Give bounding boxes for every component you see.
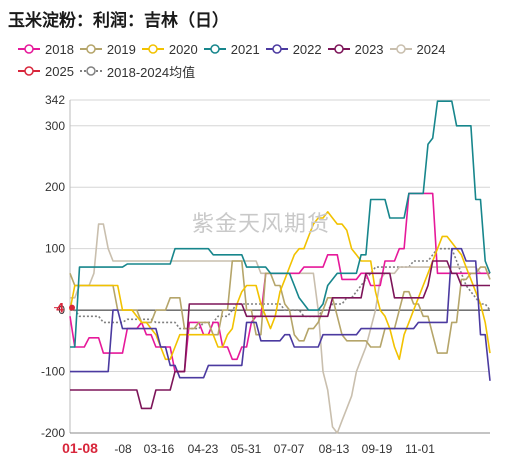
legend-label: 2020: [168, 41, 198, 57]
x-tick-label: 11-01: [405, 442, 435, 456]
legend-item-2018-2024均值[interactable]: 2018-2024均值: [79, 60, 196, 82]
y-tick-label: 100: [45, 242, 65, 256]
chart-legend: 2018 2019 2020 2021 2022 2023 2024 2025 2018-202…: [18, 38, 513, 82]
y-tick-label: 0: [58, 303, 65, 317]
legend-swatch: [79, 66, 102, 76]
legend-label: 2021: [230, 41, 260, 57]
legend-label: 2018-2024均值: [106, 64, 196, 80]
y-tick-label: -200: [41, 426, 65, 440]
x-tick-label: 03-16: [144, 442, 175, 456]
series-2025-point: [69, 304, 75, 311]
x-tick-label: 09-19: [362, 442, 393, 456]
legend-item-2020[interactable]: 2020: [141, 38, 198, 60]
series-line-2019: [69, 260, 491, 354]
watermark-text: 紫金天风期货: [192, 211, 331, 236]
x-tick-label: -08: [114, 442, 132, 456]
legend-item-2019[interactable]: 2019: [79, 38, 136, 60]
chart-title: 玉米淀粉：利润：吉林（日）: [8, 11, 229, 30]
legend-swatch: [389, 44, 412, 54]
y-tick-label: -100: [41, 365, 65, 379]
legend-item-2025[interactable]: 2025: [18, 60, 74, 82]
y-tick-label: 300: [45, 119, 65, 133]
legend-label: 2025: [45, 63, 74, 79]
legend-swatch: [327, 44, 350, 54]
series-line-2023: [70, 260, 490, 410]
legend-swatch: [18, 66, 40, 76]
x-tick-label: 08-13: [319, 442, 350, 456]
legend-swatch: [203, 44, 226, 54]
x-tick-label: 01-08: [62, 440, 98, 456]
legend-label: 2024: [416, 41, 446, 57]
legend-label: 2023: [354, 41, 384, 57]
legend-swatch: [79, 44, 102, 54]
legend-item-2021[interactable]: 2021: [203, 38, 260, 60]
x-tick-label: 05-31: [231, 442, 262, 456]
legend-swatch: [265, 44, 288, 54]
legend-item-2018[interactable]: 2018: [18, 38, 74, 60]
y-tick-label: 200: [45, 180, 65, 194]
last-value-label: 4: [56, 300, 64, 316]
legend-item-2023[interactable]: 2023: [327, 38, 384, 60]
series-line-2020: [69, 211, 491, 361]
x-tick-label: 07-07: [274, 442, 305, 456]
legend-swatch: [18, 44, 40, 54]
y-tick-label: 342: [45, 93, 65, 107]
legend-label: 2022: [292, 41, 322, 57]
series-line-2022: [70, 247, 491, 381]
legend-item-2022[interactable]: 2022: [265, 38, 322, 60]
series-line-2021: [70, 100, 491, 348]
legend-item-2024[interactable]: 2024: [389, 38, 446, 60]
legend-swatch: [141, 44, 164, 54]
legend-label: 2018: [45, 41, 74, 57]
legend-label: 2019: [106, 41, 136, 57]
x-tick-label: 04-23: [188, 442, 219, 456]
